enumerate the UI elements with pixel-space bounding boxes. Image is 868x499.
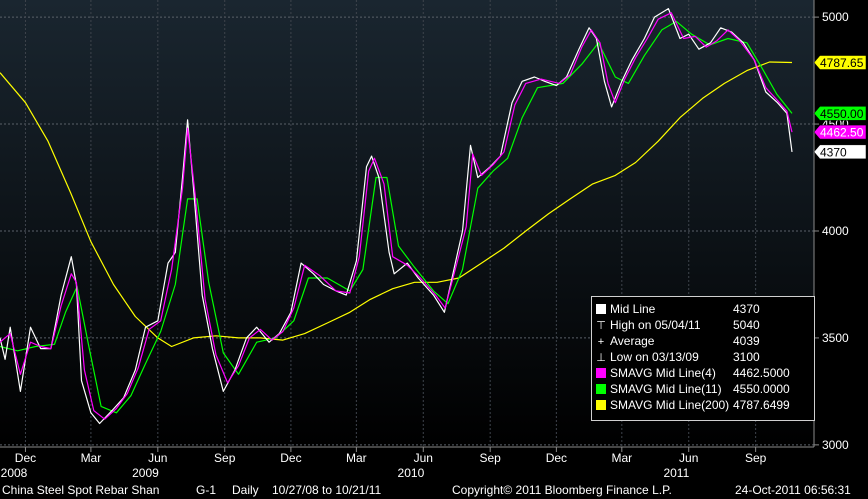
x-year-label: 2009	[132, 466, 159, 480]
x-tick-label: Dec	[546, 451, 567, 465]
legend-value: 4370	[733, 302, 760, 316]
legend-value: 4550.0000	[733, 382, 790, 396]
legend-row-high: ⊤ High on 05/04/11 5040	[596, 317, 760, 333]
y-tick-label: 4000	[822, 224, 849, 238]
page-number: G-1	[196, 483, 217, 497]
legend-label: Average	[610, 334, 655, 348]
legend-value: 5040	[733, 318, 760, 332]
legend-label: High on 05/04/11	[610, 318, 701, 332]
legend-row-smavg4: SMAVG Mid Line(4) 4462.5000	[596, 365, 790, 381]
legend-value: 4787.6499	[733, 398, 790, 412]
price-tag-box	[813, 124, 867, 140]
legend-swatch-yellow	[596, 400, 606, 410]
price-tag-label: 4370	[820, 145, 847, 159]
x-tick-label: Sep	[214, 451, 236, 465]
x-tick-label: Mar	[346, 451, 367, 465]
price-tag-box	[813, 55, 867, 70]
price-tag-label: 4550.00	[820, 107, 864, 121]
low-marker-icon: ⊥	[596, 352, 606, 364]
x-tick-label: Sep	[745, 451, 767, 465]
legend-row-mid-line: Mid Line 4370	[596, 301, 760, 317]
x-year-label: 2010	[398, 466, 425, 480]
legend-label: Mid Line	[610, 302, 656, 316]
price-tag: 4787.65	[813, 55, 867, 70]
legend-value: 4039	[733, 334, 760, 348]
y-tick-label: 3000	[822, 438, 849, 452]
copyright: Copyright© 2011 Bloomberg Finance L.P.	[452, 483, 672, 497]
legend-row-smavg11: SMAVG Mid Line(11) 4550.0000	[596, 381, 790, 397]
price-tag-box	[813, 144, 867, 160]
legend-label: SMAVG Mid Line(200)	[610, 398, 730, 412]
legend-swatch-green	[596, 384, 606, 394]
price-tag-box	[813, 106, 867, 121]
legend-label: Low on 03/13/09	[610, 350, 699, 364]
period-label: Daily	[232, 483, 259, 497]
legend-row-smavg200: SMAVG Mid Line(200) 4787.6499	[596, 397, 790, 413]
y-tick-label: 3500	[822, 331, 849, 345]
price-tag-label: 4462.50	[820, 126, 864, 140]
x-year-label: 2008	[1, 466, 28, 480]
x-tick-label: Mar	[611, 451, 632, 465]
timestamp: 24-Oct-2011 06:56:31	[735, 483, 851, 497]
legend-row-average: + Average 4039	[596, 333, 760, 349]
legend-swatch-white	[596, 304, 606, 314]
x-tick-label: Dec	[15, 451, 36, 465]
legend-label: SMAVG Mid Line(4)	[610, 366, 716, 380]
x-tick-label: Jun	[148, 451, 167, 465]
x-tick-label: Dec	[280, 451, 301, 465]
legend-label: SMAVG Mid Line(11)	[610, 382, 722, 396]
security-name: China Steel Spot Rebar Shan	[2, 483, 160, 497]
legend-row-low: ⊥ Low on 03/13/09 3100	[596, 349, 760, 365]
x-tick-label: Jun	[679, 451, 698, 465]
price-tag: 4550.00	[813, 106, 867, 121]
average-marker-icon: +	[597, 336, 605, 348]
price-tag-label: 4787.65	[820, 56, 864, 70]
price-tag: 4462.50	[813, 124, 867, 140]
legend-value: 3100	[733, 350, 760, 364]
x-year-label: 2011	[663, 466, 689, 480]
legend-swatch-magenta	[596, 368, 606, 378]
high-marker-icon: ⊤	[596, 320, 606, 332]
x-tick-label: Jun	[414, 451, 433, 465]
series-line-smavg-mid-line-4	[0, 12, 793, 420]
y-tick-label: 5000	[822, 10, 849, 24]
x-tick-label: Sep	[480, 451, 502, 465]
date-range: 10/27/08 to 10/21/11	[272, 483, 382, 497]
series-line-smavg-mid-line-200	[0, 61, 793, 348]
x-tick-label: Mar	[81, 451, 102, 465]
price-tag: 4370	[813, 144, 867, 160]
legend: Mid Line 4370 ⊤ High on 05/04/11 5040 + Av…	[591, 296, 815, 421]
legend-value: 4462.5000	[733, 366, 790, 380]
footer-bar: China Steel Spot Rebar Shan G-1 Daily 10…	[0, 481, 868, 499]
series-line-mid-line	[0, 8, 793, 425]
